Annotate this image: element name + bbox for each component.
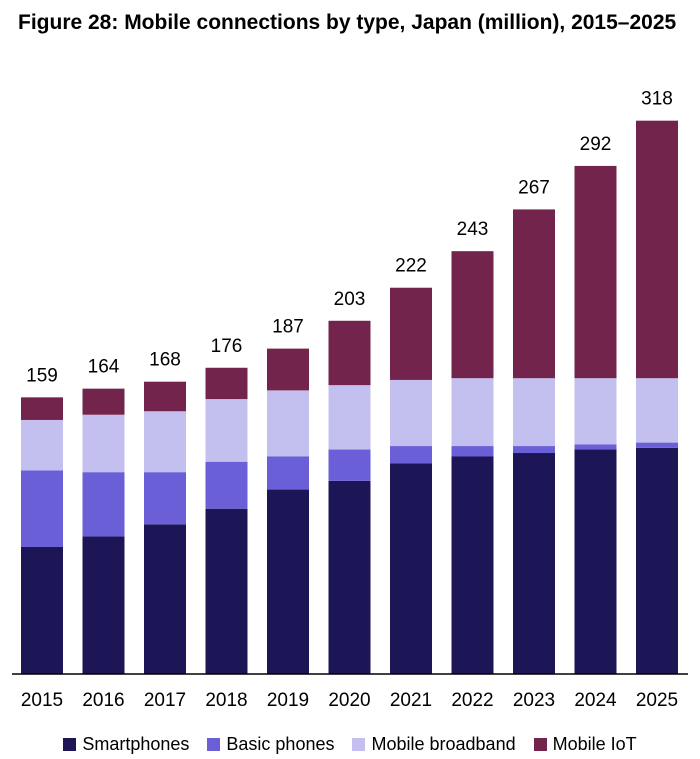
bar-2023-smartphones: [513, 453, 555, 674]
bar-2023-mobile-broadband: [513, 378, 555, 447]
total-label-2017: 168: [149, 350, 181, 371]
x-tick-2015: 2015: [21, 690, 63, 711]
legend-item-mobile-iot: Mobile IoT: [533, 733, 637, 755]
x-tick-2022: 2022: [451, 690, 493, 711]
stacked-bar-chart: 2015 2016 2017 2018 2019 2020 2021 2022 2023 2024…: [12, 89, 688, 711]
bar-2021-basic-phones: [390, 446, 432, 464]
x-tick-2024: 2024: [574, 690, 617, 711]
legend-swatch-mobile-broadband: [352, 737, 366, 751]
total-label-2020: 203: [334, 289, 366, 310]
bar-2022-mobile-broadband: [451, 378, 494, 447]
bar-2017-smartphones: [144, 524, 186, 674]
bar-2021-mobile-iot: [390, 287, 432, 380]
bar-2018-basic-phones: [205, 461, 248, 509]
bar-2022-smartphones: [451, 456, 494, 674]
legend: Smartphones Basic phones Mobile broadband M…: [0, 730, 700, 758]
bar-2018-smartphones: [205, 508, 248, 674]
bar-2022-mobile-iot: [451, 251, 494, 379]
x-tick-labels: 2015 2016 2017 2018 2019 2020 2021 2022 2023 2024…: [21, 690, 678, 711]
bar-2020-mobile-broadband: [328, 385, 371, 450]
bar-2016-mobile-broadband: [82, 414, 125, 473]
bar-2016-basic-phones: [82, 472, 125, 537]
bar-2025-smartphones: [636, 447, 678, 674]
total-label-2021: 222: [395, 256, 427, 277]
bar-2016-smartphones: [82, 536, 125, 674]
bar-2019-smartphones: [267, 489, 309, 674]
total-label-2024: 292: [580, 134, 612, 155]
legend-item-basic-phones: Basic phones: [207, 734, 334, 755]
bars-layer: [21, 120, 678, 674]
legend-label-mobile-broadband: Mobile broadband: [371, 733, 516, 754]
legend-label-basic-phones: Basic phones: [226, 733, 335, 754]
total-label-2019: 187: [272, 317, 304, 338]
total-labels: 159 164 168 176 187 203 222 243 267 292 318: [26, 89, 673, 387]
bar-2022-basic-phones: [451, 446, 494, 457]
bar-2018-mobile-broadband: [205, 399, 248, 462]
bar-2024-mobile-broadband: [574, 378, 617, 445]
x-tick-2018: 2018: [205, 690, 247, 711]
bar-2024-smartphones: [574, 449, 617, 674]
legend-swatch-basic-phones: [207, 737, 221, 751]
bar-2023-basic-phones: [513, 446, 555, 454]
bar-2021-mobile-broadband: [390, 379, 432, 447]
total-label-2018: 176: [211, 336, 243, 357]
total-label-2022: 243: [457, 219, 489, 240]
legend-label-smartphones: Smartphones: [82, 733, 190, 754]
chart-title: Figure 28: Mobile connections by type, J…: [18, 11, 677, 34]
x-tick-2021: 2021: [390, 690, 432, 711]
bar-2025-basic-phones: [636, 442, 678, 448]
bar-2017-mobile-iot: [144, 381, 186, 412]
bar-2025-mobile-broadband: [636, 378, 678, 443]
x-tick-2017: 2017: [144, 690, 186, 711]
bar-2015-smartphones: [21, 546, 63, 674]
bar-2015-mobile-iot: [21, 397, 63, 420]
bar-2020-mobile-iot: [328, 320, 371, 386]
total-label-2016: 164: [88, 357, 120, 378]
bar-2019-mobile-iot: [267, 348, 309, 391]
legend-label-mobile-iot: Mobile IoT: [552, 733, 637, 754]
total-label-2015: 159: [26, 365, 58, 386]
legend-swatch-mobile-iot: [533, 737, 547, 751]
bar-2024-basic-phones: [574, 444, 617, 450]
bar-2023-mobile-iot: [513, 209, 555, 379]
bar-2015-basic-phones: [21, 470, 63, 547]
bar-2019-basic-phones: [267, 456, 309, 490]
legend-item-mobile-broadband: Mobile broadband: [352, 733, 516, 755]
x-tick-2020: 2020: [328, 690, 370, 711]
bar-2017-mobile-broadband: [144, 411, 186, 473]
legend-item-smartphones: Smartphones: [63, 734, 189, 755]
x-tick-2023: 2023: [513, 690, 555, 711]
bar-2020-smartphones: [328, 480, 371, 674]
bar-2019-mobile-broadband: [267, 390, 309, 457]
bar-2018-mobile-iot: [205, 367, 248, 400]
x-tick-2016: 2016: [82, 690, 124, 711]
total-label-2025: 318: [641, 89, 673, 110]
bar-2020-basic-phones: [328, 449, 371, 481]
bar-2016-mobile-iot: [82, 388, 125, 415]
bar-2015-mobile-broadband: [21, 419, 63, 471]
total-label-2023: 267: [518, 177, 550, 198]
x-tick-2025: 2025: [636, 690, 678, 711]
legend-swatch-smartphones: [63, 737, 77, 751]
bar-2017-basic-phones: [144, 472, 186, 525]
x-tick-2019: 2019: [267, 690, 309, 711]
bar-2024-mobile-iot: [574, 165, 617, 379]
bar-2021-smartphones: [390, 463, 432, 674]
bar-2025-mobile-iot: [636, 120, 678, 379]
